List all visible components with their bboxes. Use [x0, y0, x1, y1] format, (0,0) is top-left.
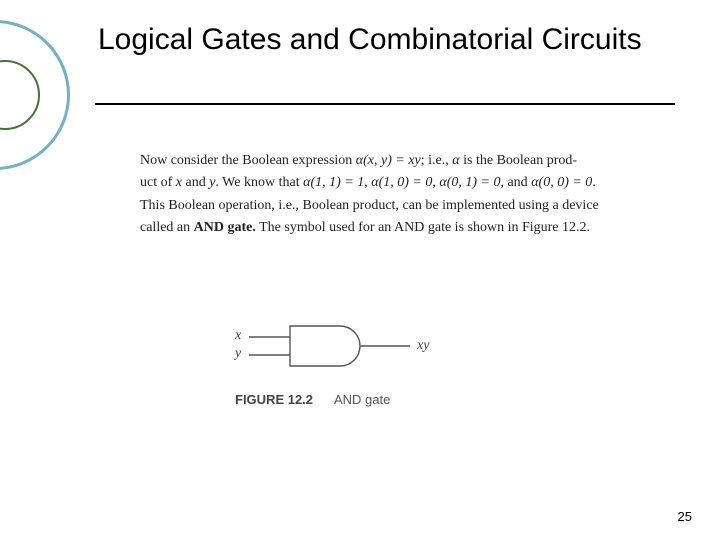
figure-caption: FIGURE 12.2 AND gate — [235, 392, 495, 407]
figure-and-gate: x y xy FIGURE 12.2 AND gate — [235, 320, 495, 430]
math-v00: α(0, 0) = 0 — [531, 175, 592, 190]
math-alpha: α — [452, 153, 459, 168]
title-block: Logical Gates and Combinatorial Circuits — [98, 22, 658, 58]
text: . — [592, 175, 596, 190]
slide: Logical Gates and Combinatorial Circuits… — [0, 0, 720, 540]
text: . We know that — [215, 175, 303, 190]
gate-input-y-label: y — [235, 346, 241, 362]
text: uct of — [140, 175, 176, 190]
figure-caption-text: AND gate — [334, 392, 390, 407]
figure-number: FIGURE 12.2 — [235, 392, 313, 407]
body-paragraph: Now consider the Boolean expression α(x,… — [140, 150, 660, 240]
gate-output-label: xy — [417, 338, 429, 354]
page-number: 25 — [678, 509, 692, 524]
math-v11: α(1, 1) = 1 — [303, 175, 364, 190]
text: called an — [140, 220, 194, 235]
math-v10: α(1, 0) = 0 — [371, 175, 432, 190]
math-expr: α(x, y) = xy — [356, 153, 421, 168]
and-gate-bold: AND gate. — [194, 220, 256, 235]
text: is the Boolean prod- — [460, 153, 577, 168]
text: and — [182, 175, 209, 190]
text: Now consider the Boolean expression — [140, 153, 356, 168]
text: The symbol used for an AND gate is shown… — [256, 220, 590, 235]
text: , and — [500, 175, 531, 190]
slide-title: Logical Gates and Combinatorial Circuits — [98, 22, 658, 58]
title-underline — [95, 103, 675, 105]
text: This Boolean operation, i.e., Boolean pr… — [140, 198, 599, 213]
math-v01: α(0, 1) = 0 — [439, 175, 500, 190]
gate-input-x-label: x — [235, 328, 241, 344]
text: ; i.e., — [421, 153, 453, 168]
